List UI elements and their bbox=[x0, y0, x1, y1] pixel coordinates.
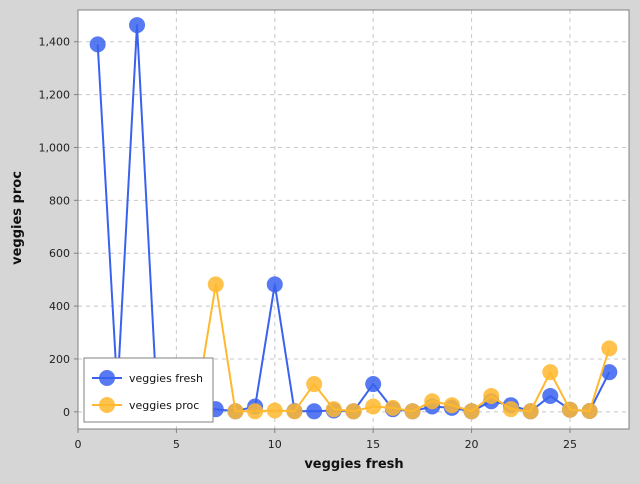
legend-label-veggies-proc: veggies proc bbox=[129, 399, 199, 412]
data-point-veggies-proc bbox=[443, 397, 460, 414]
plot-border bbox=[77, 9, 630, 430]
legend-box bbox=[83, 357, 214, 423]
data-point-veggies-proc bbox=[522, 403, 539, 420]
data-point-veggies-proc bbox=[306, 376, 323, 393]
x-tick-label: 10 bbox=[268, 438, 282, 451]
y-tick-label: 400 bbox=[49, 300, 70, 313]
y-tick-label: 800 bbox=[49, 194, 70, 207]
data-point-veggies-fresh bbox=[542, 387, 559, 404]
data-point-veggies-proc bbox=[424, 393, 441, 410]
data-point-veggies-proc bbox=[247, 403, 264, 420]
data-point-veggies-fresh bbox=[129, 17, 146, 34]
y-tick-label: 600 bbox=[49, 247, 70, 260]
legend: veggies fresh veggies proc bbox=[83, 357, 214, 423]
data-point-veggies-fresh bbox=[89, 36, 106, 53]
data-point-veggies-proc bbox=[561, 401, 578, 418]
data-point-veggies-fresh bbox=[365, 376, 382, 393]
data-point-veggies-proc bbox=[345, 403, 362, 420]
data-point-veggies-proc bbox=[463, 403, 480, 420]
data-point-veggies-proc bbox=[286, 403, 303, 420]
y-tick-label: 1,400 bbox=[39, 36, 71, 49]
x-tick-label: 20 bbox=[465, 438, 479, 451]
data-point-veggies-fresh bbox=[601, 364, 618, 381]
data-point-veggies-fresh bbox=[266, 276, 283, 293]
data-point-veggies-proc bbox=[483, 387, 500, 404]
data-point-veggies-proc bbox=[542, 364, 559, 381]
x-tick-label: 0 bbox=[75, 438, 82, 451]
legend-label-veggies-fresh: veggies fresh bbox=[129, 372, 203, 385]
data-point-veggies-proc bbox=[266, 402, 283, 419]
y-axis-title: veggies proc bbox=[10, 171, 25, 265]
data-point-veggies-proc bbox=[207, 276, 224, 293]
y-tick-label: 1,000 bbox=[39, 141, 71, 154]
data-point-veggies-proc bbox=[601, 340, 618, 357]
data-point-veggies-proc bbox=[404, 403, 421, 420]
data-point-veggies-proc bbox=[384, 399, 401, 416]
data-point-veggies-proc bbox=[227, 403, 244, 420]
data-point-veggies-proc bbox=[502, 401, 519, 418]
x-axis-title: veggies fresh bbox=[304, 457, 403, 472]
data-point-veggies-fresh bbox=[306, 403, 323, 420]
data-point-veggies-proc bbox=[365, 398, 382, 415]
x-tick-label: 25 bbox=[563, 438, 577, 451]
y-tick-label: 0 bbox=[63, 406, 70, 419]
x-tick-label: 5 bbox=[173, 438, 180, 451]
y-tick-label: 200 bbox=[49, 353, 70, 366]
y-tick-label: 1,200 bbox=[39, 89, 71, 102]
legend-marker-veggies-proc bbox=[99, 397, 115, 413]
x-tick-label: 15 bbox=[366, 438, 380, 451]
legend-marker-veggies-fresh bbox=[99, 370, 115, 386]
series-group bbox=[89, 17, 618, 420]
data-point-veggies-proc bbox=[581, 403, 598, 420]
data-point-veggies-proc bbox=[325, 401, 342, 418]
axes: 0 5 10 15 20 25 0 200 400 600 800 1,000 1,200 1,400 bbox=[39, 36, 577, 451]
